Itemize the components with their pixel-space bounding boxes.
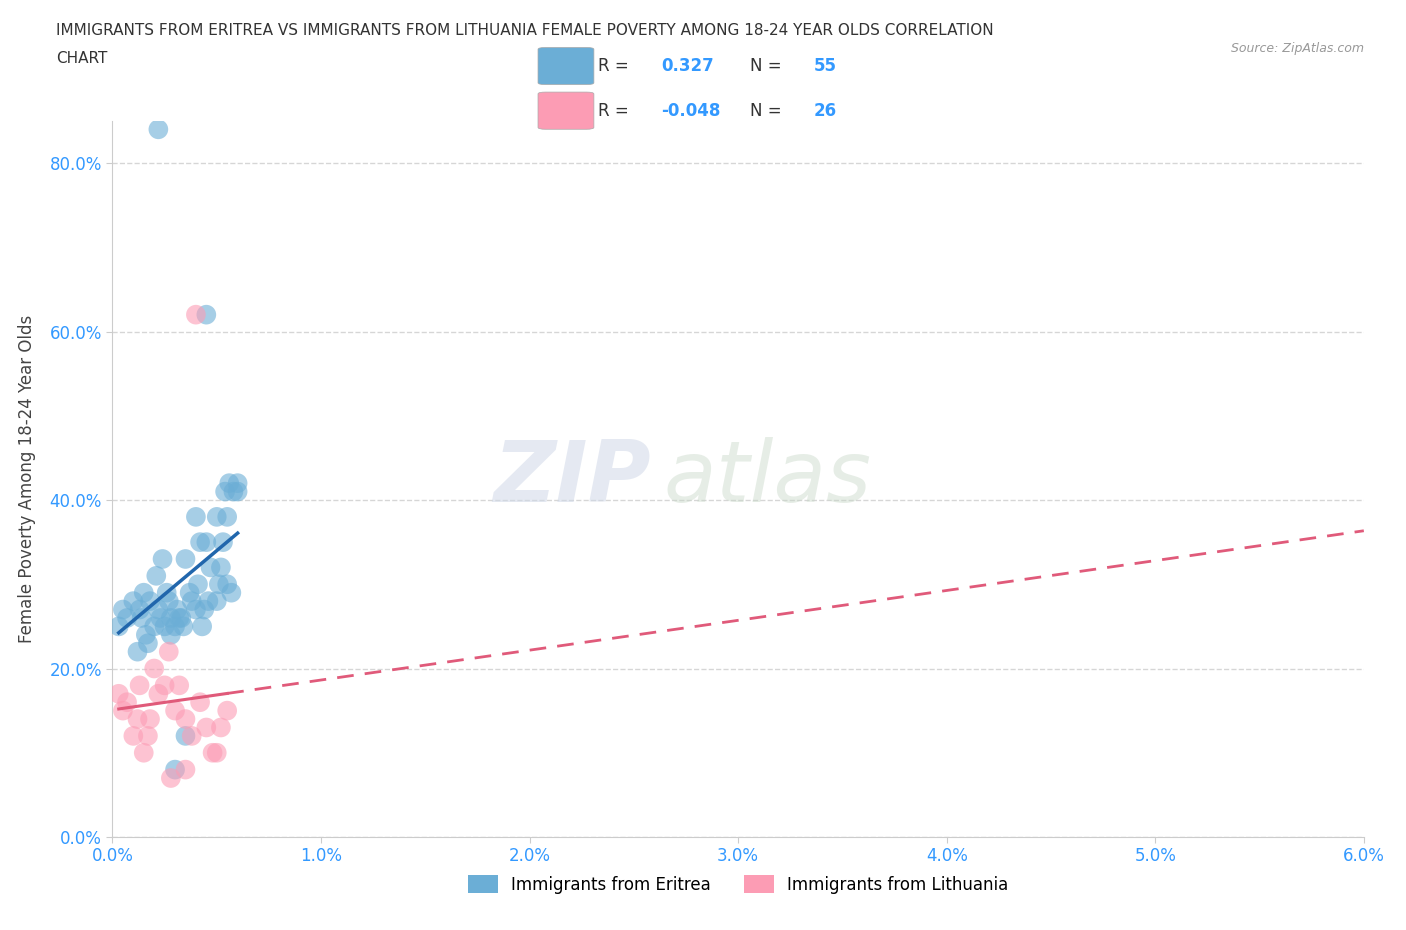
Point xyxy=(187,577,209,591)
Point xyxy=(166,602,188,617)
Text: atlas: atlas xyxy=(664,437,872,521)
Point xyxy=(212,535,235,550)
Point xyxy=(184,602,207,617)
Point xyxy=(197,593,219,608)
Text: N =: N = xyxy=(751,101,787,120)
Text: Source: ZipAtlas.com: Source: ZipAtlas.com xyxy=(1230,42,1364,55)
Point xyxy=(143,619,166,634)
Point xyxy=(143,661,166,676)
Point xyxy=(188,535,211,550)
Point xyxy=(179,585,201,600)
Point xyxy=(160,628,183,643)
Point xyxy=(195,720,218,735)
Point xyxy=(165,763,187,777)
Point xyxy=(148,686,170,701)
Point xyxy=(226,485,249,499)
Point xyxy=(131,610,153,625)
Point xyxy=(127,711,149,726)
Point xyxy=(139,593,162,608)
Point xyxy=(111,602,134,617)
Point xyxy=(222,485,245,499)
FancyBboxPatch shape xyxy=(538,47,593,85)
Y-axis label: Female Poverty Among 18-24 Year Olds: Female Poverty Among 18-24 Year Olds xyxy=(18,315,35,643)
Legend: Immigrants from Eritrea, Immigrants from Lithuania: Immigrants from Eritrea, Immigrants from… xyxy=(461,869,1015,900)
Point xyxy=(136,636,159,651)
Text: 55: 55 xyxy=(814,57,837,75)
Point xyxy=(180,593,202,608)
Point xyxy=(160,771,183,786)
Point xyxy=(156,585,179,600)
Point xyxy=(122,593,145,608)
FancyBboxPatch shape xyxy=(538,92,593,129)
Text: ZIP: ZIP xyxy=(494,437,651,521)
Point xyxy=(128,602,150,617)
Point xyxy=(195,535,218,550)
Text: -0.048: -0.048 xyxy=(661,101,720,120)
Point xyxy=(139,711,162,726)
Point xyxy=(200,560,222,575)
Text: 0.327: 0.327 xyxy=(661,57,714,75)
Point xyxy=(205,510,228,525)
Point xyxy=(111,703,134,718)
Point xyxy=(226,476,249,491)
Point xyxy=(152,551,174,566)
Point xyxy=(217,510,239,525)
Point xyxy=(165,619,187,634)
Point xyxy=(167,610,190,625)
Point xyxy=(170,610,193,625)
Point xyxy=(184,510,207,525)
Point xyxy=(167,678,190,693)
Point xyxy=(145,568,167,583)
Point xyxy=(136,728,159,743)
Point xyxy=(135,628,157,643)
Point xyxy=(132,585,155,600)
Point xyxy=(193,602,215,617)
Point xyxy=(157,644,180,659)
Point xyxy=(122,728,145,743)
Point xyxy=(184,307,207,322)
Text: R =: R = xyxy=(598,57,634,75)
Point xyxy=(115,695,138,710)
Point xyxy=(205,745,228,760)
Text: IMMIGRANTS FROM ERITREA VS IMMIGRANTS FROM LITHUANIA FEMALE POVERTY AMONG 18-24 : IMMIGRANTS FROM ERITREA VS IMMIGRANTS FR… xyxy=(56,23,994,38)
Point xyxy=(217,703,239,718)
Point xyxy=(180,728,202,743)
Point xyxy=(208,577,231,591)
Point xyxy=(107,619,129,634)
Point xyxy=(174,551,197,566)
Text: N =: N = xyxy=(751,57,787,75)
Text: CHART: CHART xyxy=(56,51,108,66)
Point xyxy=(217,577,239,591)
Point xyxy=(149,610,172,625)
Point xyxy=(221,585,243,600)
Point xyxy=(218,476,240,491)
Point xyxy=(128,678,150,693)
Point xyxy=(153,678,176,693)
Point xyxy=(191,619,214,634)
Point xyxy=(209,720,232,735)
Point xyxy=(172,619,194,634)
Point xyxy=(132,745,155,760)
Point xyxy=(153,619,176,634)
Point xyxy=(205,593,228,608)
Point xyxy=(160,610,183,625)
Point xyxy=(195,307,218,322)
Point xyxy=(165,703,187,718)
Point xyxy=(188,695,211,710)
Text: R =: R = xyxy=(598,101,634,120)
Point xyxy=(201,745,224,760)
Point xyxy=(174,728,197,743)
Point xyxy=(115,610,138,625)
Point xyxy=(157,593,180,608)
Point xyxy=(148,602,170,617)
Point xyxy=(214,485,236,499)
Point xyxy=(148,122,170,137)
Point xyxy=(174,711,197,726)
Point xyxy=(127,644,149,659)
Point xyxy=(107,686,129,701)
Point xyxy=(209,560,232,575)
Text: 26: 26 xyxy=(814,101,837,120)
Point xyxy=(174,763,197,777)
